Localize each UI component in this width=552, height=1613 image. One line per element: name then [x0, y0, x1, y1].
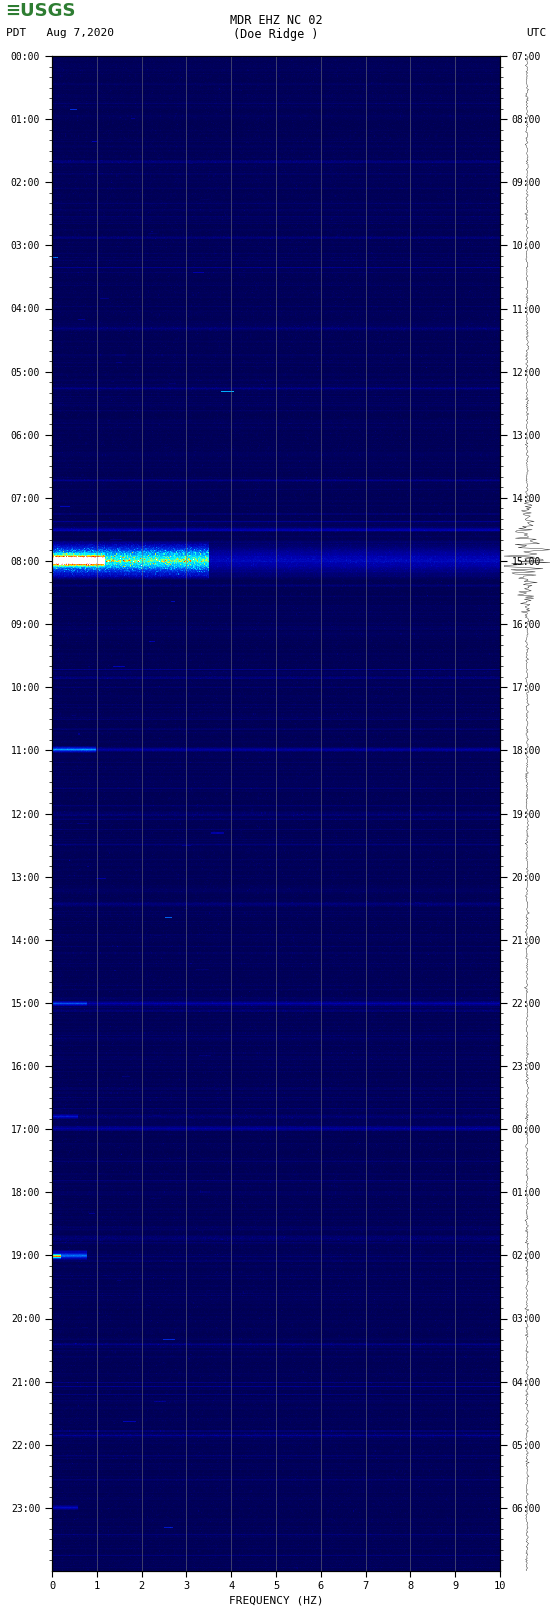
- Text: UTC: UTC: [526, 27, 546, 39]
- Text: PDT   Aug 7,2020: PDT Aug 7,2020: [6, 27, 114, 39]
- Text: MDR EHZ NC 02: MDR EHZ NC 02: [230, 15, 322, 27]
- Text: ≡USGS: ≡USGS: [6, 3, 76, 21]
- X-axis label: FREQUENCY (HZ): FREQUENCY (HZ): [229, 1595, 323, 1605]
- Text: (Doe Ridge ): (Doe Ridge ): [233, 27, 319, 40]
